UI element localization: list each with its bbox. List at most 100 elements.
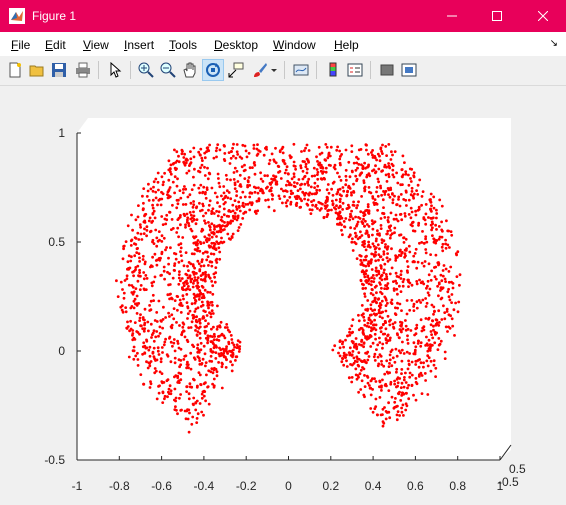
- insert-legend-button[interactable]: [344, 59, 366, 81]
- close-button[interactable]: [520, 0, 566, 32]
- scatter-point: [393, 360, 397, 364]
- scatter-point: [130, 255, 133, 259]
- menu-window[interactable]: Window: [273, 38, 316, 52]
- new-figure-button[interactable]: [4, 59, 26, 81]
- scatter-point: [361, 269, 365, 272]
- scatter-point: [306, 181, 309, 185]
- scatter-point: [292, 160, 296, 164]
- scatter-point: [127, 254, 131, 258]
- scatter-point: [446, 243, 450, 247]
- scatter-point: [297, 178, 301, 181]
- scatter-point: [177, 235, 181, 239]
- scatter-point: [203, 165, 206, 169]
- scatter-point: [366, 376, 370, 379]
- scatter-point: [300, 150, 303, 153]
- menu-view[interactable]: View: [83, 38, 109, 52]
- scatter-point: [376, 208, 379, 212]
- scatter-point: [404, 402, 408, 406]
- scatter-point: [266, 198, 270, 202]
- scatter-point: [215, 195, 219, 199]
- scatter-point: [420, 203, 423, 207]
- scatter-point: [315, 155, 318, 159]
- menu-help[interactable]: Help: [334, 38, 359, 52]
- scatter-point: [357, 343, 361, 346]
- scatter-point: [346, 206, 350, 210]
- scatter-point: [184, 161, 188, 165]
- menu-insert[interactable]: Insert: [124, 38, 155, 52]
- scatter-point: [400, 381, 404, 385]
- scatter-point: [363, 319, 366, 322]
- scatter-point: [305, 171, 309, 175]
- zoom-in-button[interactable]: [135, 59, 157, 81]
- scatter-point: [379, 186, 383, 190]
- scatter-point: [204, 273, 208, 277]
- scatter-point: [195, 205, 199, 209]
- scatter-point: [400, 410, 404, 414]
- scatter-point: [345, 359, 348, 363]
- insert-colorbar-button[interactable]: [322, 59, 344, 81]
- scatter-point: [168, 167, 172, 171]
- scatter-point: [175, 150, 179, 154]
- edit-plot-button[interactable]: [104, 59, 126, 81]
- hide-plot-tools-button[interactable]: [376, 59, 398, 81]
- scatter-point: [410, 384, 414, 387]
- scatter-point: [404, 408, 408, 412]
- scatter-point: [197, 186, 201, 190]
- scatter-point: [272, 178, 276, 182]
- scatter-point: [352, 161, 356, 165]
- scatter-point: [181, 294, 185, 298]
- scatter-point: [376, 355, 380, 359]
- scatter-point: [305, 143, 309, 147]
- scatter-point: [368, 174, 372, 178]
- data-cursor-button[interactable]: [225, 59, 247, 81]
- scatter-point: [138, 271, 142, 274]
- minimize-button[interactable]: [429, 0, 475, 32]
- print-button[interactable]: [72, 59, 94, 81]
- scatter-point: [435, 208, 438, 212]
- scatter-point: [380, 363, 384, 366]
- scatter-point: [336, 212, 340, 216]
- scatter-point: [303, 149, 306, 153]
- scatter-point: [160, 240, 164, 243]
- scatter-point: [168, 315, 171, 318]
- scatter-point: [418, 358, 421, 361]
- scatter-point: [418, 241, 421, 245]
- save-button[interactable]: [48, 59, 70, 81]
- open-file-button[interactable]: [26, 59, 48, 81]
- scatter-point: [220, 215, 224, 219]
- menu-tools[interactable]: Tools: [169, 38, 198, 52]
- scatter-point: [211, 335, 214, 338]
- scatter-point: [281, 151, 285, 155]
- brush-dropdown-button[interactable]: [268, 59, 280, 81]
- scatter-point: [191, 316, 195, 320]
- pan-button[interactable]: [179, 59, 201, 81]
- scatter-point: [271, 197, 274, 201]
- show-plot-tools-button[interactable]: [398, 59, 420, 81]
- scatter-point: [382, 250, 386, 254]
- zoom-out-button[interactable]: [157, 59, 179, 81]
- rotate-3d-button[interactable]: [202, 59, 224, 81]
- scatter-point: [181, 191, 185, 195]
- scatter-point: [132, 269, 136, 273]
- menu-desktop[interactable]: Desktop: [214, 38, 259, 52]
- scatter-point: [256, 191, 260, 195]
- scatter-point: [406, 265, 410, 268]
- link-plot-button[interactable]: [290, 59, 312, 81]
- brush-button[interactable]: [249, 59, 271, 81]
- menu-edit[interactable]: Edit: [45, 38, 66, 52]
- maximize-button[interactable]: [474, 0, 520, 32]
- scatter-point: [156, 239, 160, 243]
- scatter-point: [229, 210, 233, 214]
- scatter-point: [384, 145, 388, 148]
- scatter-point: [130, 213, 133, 217]
- menu-file[interactable]: File: [11, 38, 31, 52]
- scatter-point: [412, 302, 416, 306]
- scatter-point: [398, 328, 402, 331]
- scatter-point: [149, 229, 153, 233]
- scatter-point: [252, 143, 256, 147]
- scatter-point: [376, 364, 380, 368]
- scatter-point: [396, 376, 400, 379]
- dock-figure-icon[interactable]: ↘: [549, 38, 558, 49]
- scatter-point: [361, 330, 365, 334]
